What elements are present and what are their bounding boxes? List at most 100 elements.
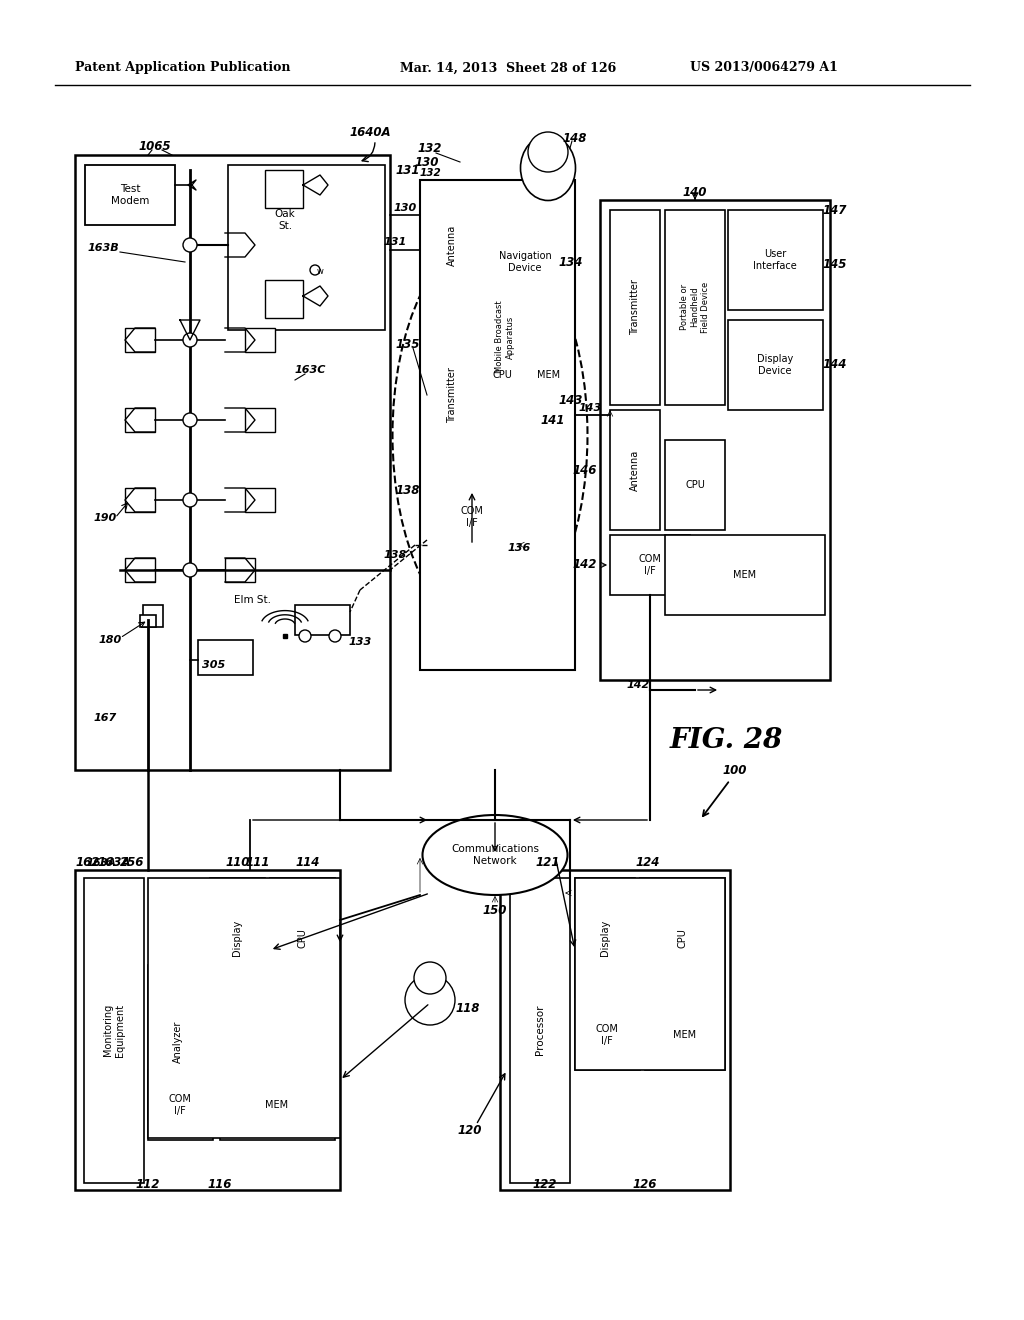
- Text: 138: 138: [395, 483, 420, 496]
- Text: Elm St.: Elm St.: [233, 595, 270, 605]
- Bar: [125, 558, 155, 582]
- Text: 163A: 163A: [97, 857, 130, 870]
- Bar: [575, 1001, 640, 1071]
- Bar: [245, 488, 275, 512]
- Text: 130: 130: [393, 203, 417, 213]
- Text: COM
I/F: COM I/F: [461, 506, 483, 528]
- Circle shape: [183, 492, 197, 507]
- Bar: [427, 190, 477, 300]
- Text: 112: 112: [136, 1179, 160, 1192]
- Circle shape: [406, 975, 455, 1026]
- Bar: [228, 165, 385, 330]
- Bar: [420, 180, 575, 671]
- Text: 145: 145: [823, 259, 847, 272]
- Bar: [125, 408, 155, 432]
- Circle shape: [528, 132, 568, 172]
- Text: Transmitter: Transmitter: [447, 367, 457, 422]
- Bar: [640, 878, 725, 998]
- Circle shape: [183, 238, 197, 252]
- Text: 111: 111: [245, 857, 269, 870]
- Text: Navigation
Device: Navigation Device: [499, 251, 551, 273]
- Text: Analyzer: Analyzer: [173, 1020, 183, 1063]
- Text: MEM: MEM: [538, 370, 560, 380]
- Text: 141: 141: [541, 413, 565, 426]
- Bar: [125, 488, 155, 512]
- Bar: [480, 190, 570, 335]
- Text: Communications
Network: Communications Network: [451, 845, 539, 866]
- Text: 163B: 163B: [87, 243, 119, 253]
- Bar: [225, 558, 255, 582]
- Bar: [610, 210, 660, 405]
- Circle shape: [414, 962, 446, 994]
- Circle shape: [183, 564, 197, 577]
- Text: 132: 132: [418, 141, 442, 154]
- Bar: [500, 870, 730, 1191]
- Text: Antenna: Antenna: [630, 449, 640, 491]
- Text: Display
Device: Display Device: [757, 354, 794, 376]
- Bar: [600, 201, 830, 680]
- Text: 142: 142: [572, 558, 597, 572]
- Text: CPU: CPU: [297, 928, 307, 948]
- Text: 144: 144: [823, 359, 847, 371]
- Bar: [75, 154, 390, 770]
- Bar: [610, 411, 660, 531]
- Bar: [85, 165, 175, 224]
- Text: 162: 162: [75, 857, 99, 870]
- Bar: [510, 878, 570, 1183]
- Text: 163A: 163A: [87, 858, 117, 869]
- Text: COM
I/F: COM I/F: [169, 1094, 191, 1115]
- Bar: [427, 305, 477, 484]
- Text: w: w: [316, 268, 324, 276]
- Text: MEM: MEM: [265, 1100, 289, 1110]
- Text: 136: 136: [507, 543, 530, 553]
- Text: 131: 131: [396, 164, 420, 177]
- Bar: [143, 605, 163, 627]
- Text: COM
I/F: COM I/F: [639, 554, 662, 576]
- Text: COM
I/F: COM I/F: [596, 1024, 618, 1045]
- Circle shape: [183, 333, 197, 347]
- Text: FIG. 28: FIG. 28: [670, 726, 783, 754]
- Bar: [575, 878, 725, 1071]
- Text: Oak
St.: Oak St.: [274, 209, 295, 231]
- Text: Test
Modem: Test Modem: [111, 185, 150, 206]
- Bar: [270, 878, 335, 998]
- Text: 1640A: 1640A: [349, 127, 391, 140]
- Text: 180: 180: [98, 635, 122, 645]
- Text: Antenna: Antenna: [447, 224, 457, 265]
- Bar: [528, 341, 570, 411]
- Text: US 2013/0064279 A1: US 2013/0064279 A1: [690, 62, 838, 74]
- Text: Mobile Broadcast
Apparatus: Mobile Broadcast Apparatus: [496, 301, 515, 374]
- Text: 1065: 1065: [138, 140, 171, 153]
- Text: Display: Display: [600, 920, 610, 956]
- Bar: [198, 640, 253, 675]
- Text: Transmitter: Transmitter: [630, 279, 640, 335]
- Bar: [245, 327, 275, 352]
- Text: MEM: MEM: [733, 570, 757, 579]
- Text: MEM: MEM: [674, 1030, 696, 1040]
- Text: 140: 140: [683, 186, 708, 198]
- Text: 150: 150: [482, 903, 507, 916]
- Bar: [728, 210, 823, 310]
- Bar: [610, 535, 690, 595]
- Bar: [665, 210, 725, 405]
- Bar: [140, 615, 156, 627]
- Bar: [75, 870, 340, 1191]
- Bar: [148, 1071, 213, 1140]
- Text: 143: 143: [579, 403, 602, 413]
- Bar: [665, 535, 825, 615]
- Text: Patent Application Publication: Patent Application Publication: [75, 62, 291, 74]
- Text: Mar. 14, 2013  Sheet 28 of 126: Mar. 14, 2013 Sheet 28 of 126: [400, 62, 616, 74]
- Circle shape: [299, 630, 311, 642]
- Text: 134: 134: [559, 256, 584, 268]
- Text: 146: 146: [572, 463, 597, 477]
- Bar: [427, 490, 517, 545]
- Bar: [84, 878, 144, 1183]
- Text: 167: 167: [93, 713, 117, 723]
- Text: 100: 100: [723, 763, 748, 776]
- Text: 305: 305: [202, 660, 225, 671]
- Ellipse shape: [520, 136, 575, 201]
- Bar: [665, 440, 725, 531]
- Bar: [480, 341, 524, 411]
- Text: 138: 138: [383, 550, 407, 560]
- Text: CPU: CPU: [677, 928, 687, 948]
